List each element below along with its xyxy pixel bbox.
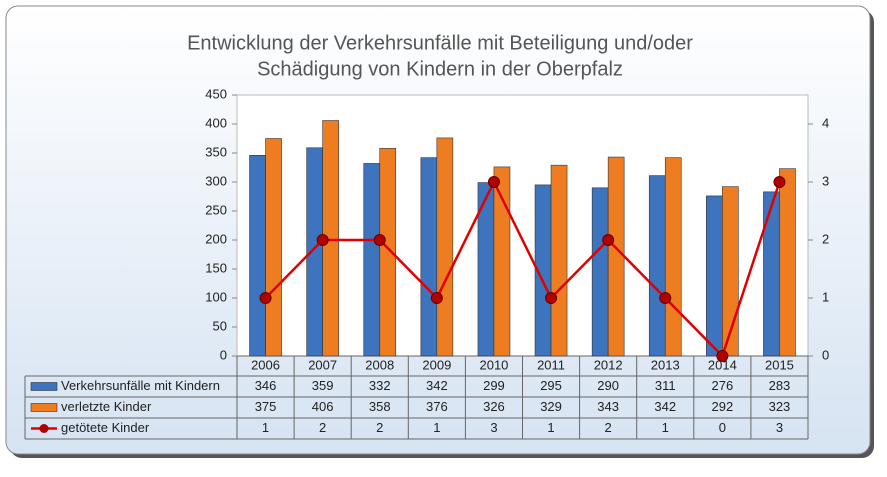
- bar: [706, 195, 723, 357]
- bar: [763, 191, 780, 357]
- table-value: 2: [376, 420, 383, 435]
- marker: [773, 176, 786, 188]
- x-tick-label: 2012: [594, 357, 623, 372]
- line: [264, 179, 781, 359]
- y-tick-label: 200: [205, 231, 227, 246]
- bar: [249, 155, 266, 357]
- legend-symbol: [30, 403, 58, 412]
- legend-label: getötete Kinder: [61, 420, 150, 435]
- table-value: 295: [540, 378, 562, 393]
- table-value: 1: [547, 420, 554, 435]
- x-tick-label: 2013: [651, 357, 680, 372]
- table-value: 332: [369, 378, 391, 393]
- chart-title: Schädigung von Kindern in der Oberpfalz: [257, 58, 623, 80]
- table-value: 406: [312, 399, 334, 414]
- table-value: 1: [262, 420, 269, 435]
- y-tick-label: 350: [205, 144, 227, 159]
- table-value: 1: [433, 420, 440, 435]
- legend-label: verletzte Kinder: [61, 399, 152, 414]
- y-tick-label: 0: [220, 347, 227, 362]
- table-value: 359: [312, 378, 334, 393]
- y2-tick-label: 0: [822, 347, 829, 362]
- marker: [316, 234, 329, 246]
- y2-tick-label: 2: [822, 231, 829, 246]
- x-tick-label: 2007: [308, 357, 337, 372]
- table-value: 290: [597, 378, 619, 393]
- legend-symbol: [39, 424, 49, 433]
- table-value: 343: [597, 399, 619, 414]
- table-value: 323: [769, 399, 791, 414]
- bar: [379, 148, 397, 357]
- marker: [716, 350, 729, 362]
- bar: [550, 164, 568, 357]
- x-tick-label: 2009: [422, 357, 451, 372]
- marker: [373, 234, 386, 246]
- bar: [779, 168, 796, 357]
- bar: [591, 187, 609, 357]
- bar: [607, 156, 625, 357]
- x-tick-label: 2015: [765, 357, 794, 372]
- y-tick-label: 450: [205, 86, 227, 101]
- legend-symbol: [30, 382, 58, 391]
- marker: [659, 292, 672, 304]
- marker: [602, 234, 615, 246]
- y-tick-label: 100: [205, 289, 227, 304]
- table-value: 326: [483, 399, 505, 414]
- bar: [363, 163, 381, 357]
- bar: [265, 138, 282, 357]
- table-value: 292: [711, 399, 733, 414]
- bar: [436, 137, 454, 357]
- marker: [430, 292, 443, 304]
- table-value: 358: [369, 399, 391, 414]
- table-value: 2: [319, 420, 326, 435]
- table-value: 1: [662, 420, 669, 435]
- y2-tick-label: 1: [822, 289, 829, 304]
- y-tick-label: 150: [205, 260, 227, 275]
- table-value: 329: [540, 399, 562, 414]
- x-tick-label: 2014: [708, 357, 737, 372]
- x-tick-label: 2011: [537, 357, 565, 372]
- marker: [259, 292, 272, 304]
- table-value: 0: [719, 420, 726, 435]
- x-tick-label: 2006: [251, 357, 280, 372]
- bar: [664, 157, 682, 357]
- y-tick-label: 300: [205, 173, 227, 188]
- y2-tick-label: 3: [822, 173, 829, 188]
- bar: [420, 157, 438, 357]
- table-value: 299: [483, 378, 505, 393]
- table-value: 342: [654, 399, 676, 414]
- table-value: 346: [255, 378, 277, 393]
- y-tick-label: 250: [205, 202, 227, 217]
- legend-label: Verkehrsunfälle mit Kindern: [61, 378, 220, 393]
- x-tick-label: 2008: [365, 357, 394, 372]
- table-value: 376: [426, 399, 448, 414]
- bar: [306, 147, 323, 357]
- bar: [493, 166, 511, 357]
- table-value: 311: [655, 378, 676, 393]
- table-value: 375: [255, 399, 277, 414]
- table-value: 2: [605, 420, 612, 435]
- table-value: 3: [490, 420, 497, 435]
- marker: [487, 176, 500, 188]
- table-value: 283: [769, 378, 791, 393]
- y-tick-label: 50: [213, 318, 227, 333]
- bar: [648, 175, 666, 357]
- x-tick-label: 2010: [479, 357, 508, 372]
- table-value: 3: [776, 420, 783, 435]
- table-value: 276: [711, 378, 733, 393]
- y2-tick-label: 4: [822, 115, 829, 130]
- chart-title: Entwicklung der Verkehrsunfälle mit Bete…: [187, 32, 693, 54]
- y-tick-label: 400: [205, 115, 227, 130]
- table-value: 342: [426, 378, 448, 393]
- bar: [722, 186, 739, 357]
- marker: [545, 292, 558, 304]
